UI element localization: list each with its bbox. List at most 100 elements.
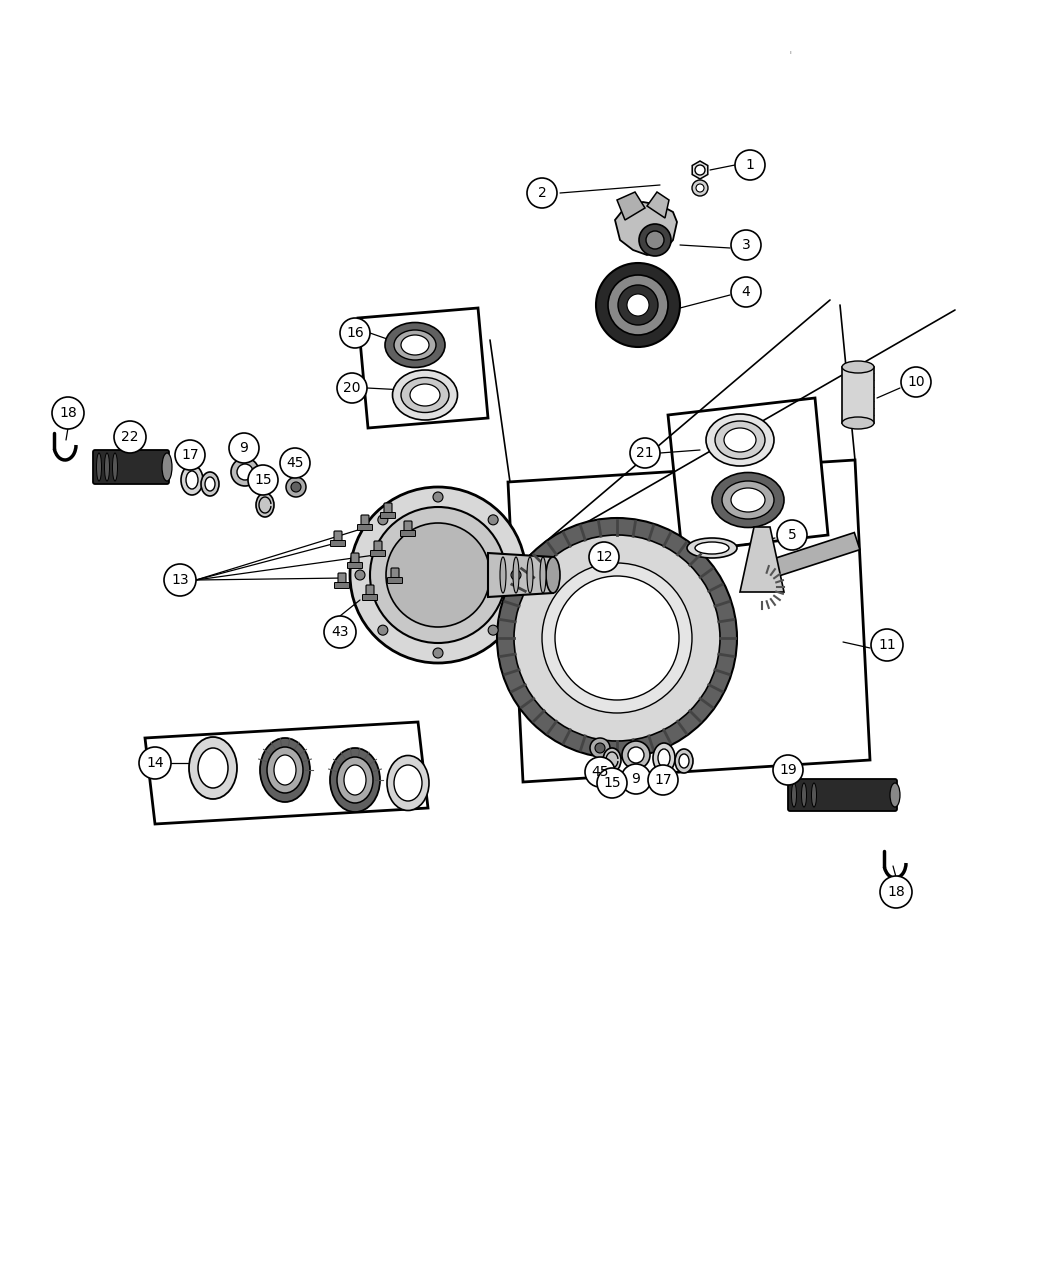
Ellipse shape bbox=[256, 493, 274, 516]
Ellipse shape bbox=[401, 335, 429, 354]
Ellipse shape bbox=[393, 370, 458, 419]
Ellipse shape bbox=[722, 481, 774, 519]
FancyArrow shape bbox=[759, 533, 860, 580]
FancyBboxPatch shape bbox=[338, 572, 347, 586]
Circle shape bbox=[324, 616, 356, 648]
Circle shape bbox=[291, 482, 301, 492]
Circle shape bbox=[627, 295, 649, 316]
FancyBboxPatch shape bbox=[404, 521, 412, 536]
Text: 45: 45 bbox=[287, 456, 303, 470]
Polygon shape bbox=[668, 398, 828, 552]
Polygon shape bbox=[488, 553, 553, 597]
Ellipse shape bbox=[500, 557, 506, 593]
FancyBboxPatch shape bbox=[391, 567, 399, 581]
FancyBboxPatch shape bbox=[335, 583, 350, 589]
Ellipse shape bbox=[842, 417, 874, 428]
Text: 15: 15 bbox=[254, 473, 272, 487]
Circle shape bbox=[511, 570, 521, 580]
Polygon shape bbox=[842, 367, 874, 423]
Circle shape bbox=[731, 277, 761, 307]
Ellipse shape bbox=[842, 361, 874, 374]
Circle shape bbox=[630, 439, 660, 468]
Ellipse shape bbox=[162, 453, 172, 481]
Text: 19: 19 bbox=[779, 762, 797, 776]
FancyBboxPatch shape bbox=[351, 553, 359, 567]
Text: 1: 1 bbox=[746, 158, 755, 172]
Polygon shape bbox=[692, 161, 708, 179]
FancyBboxPatch shape bbox=[380, 513, 396, 519]
Text: 3: 3 bbox=[741, 238, 751, 252]
FancyBboxPatch shape bbox=[331, 541, 345, 547]
Circle shape bbox=[555, 576, 679, 700]
Circle shape bbox=[777, 520, 807, 550]
Circle shape bbox=[114, 421, 146, 453]
Circle shape bbox=[648, 765, 678, 796]
Circle shape bbox=[370, 507, 506, 643]
Polygon shape bbox=[145, 722, 428, 824]
Circle shape bbox=[52, 397, 84, 428]
Circle shape bbox=[248, 465, 278, 495]
FancyBboxPatch shape bbox=[334, 530, 342, 544]
Ellipse shape bbox=[330, 748, 380, 812]
Text: 11: 11 bbox=[878, 638, 896, 652]
Text: 45: 45 bbox=[591, 765, 609, 779]
Circle shape bbox=[692, 180, 708, 196]
Ellipse shape bbox=[201, 472, 219, 496]
Circle shape bbox=[280, 448, 310, 478]
FancyBboxPatch shape bbox=[362, 594, 378, 601]
FancyBboxPatch shape bbox=[93, 450, 169, 484]
Circle shape bbox=[608, 275, 668, 335]
Ellipse shape bbox=[653, 743, 675, 773]
Circle shape bbox=[433, 492, 443, 502]
Circle shape bbox=[350, 487, 526, 663]
Ellipse shape bbox=[675, 748, 693, 773]
Text: 17: 17 bbox=[654, 773, 672, 787]
Ellipse shape bbox=[205, 477, 215, 491]
FancyBboxPatch shape bbox=[366, 585, 374, 599]
Circle shape bbox=[164, 564, 196, 595]
Circle shape bbox=[695, 164, 705, 175]
Circle shape bbox=[639, 224, 671, 256]
Circle shape bbox=[901, 367, 931, 397]
Ellipse shape bbox=[274, 755, 296, 785]
Circle shape bbox=[488, 625, 498, 635]
Text: 9: 9 bbox=[631, 771, 640, 785]
Ellipse shape bbox=[181, 465, 203, 495]
Ellipse shape bbox=[189, 737, 237, 799]
Circle shape bbox=[621, 764, 651, 794]
FancyBboxPatch shape bbox=[788, 779, 897, 811]
Text: 17: 17 bbox=[182, 448, 198, 462]
Circle shape bbox=[597, 768, 627, 798]
FancyBboxPatch shape bbox=[357, 524, 373, 530]
Ellipse shape bbox=[658, 748, 670, 768]
Ellipse shape bbox=[513, 557, 519, 593]
Ellipse shape bbox=[801, 783, 806, 807]
Ellipse shape bbox=[401, 377, 449, 413]
FancyBboxPatch shape bbox=[400, 530, 416, 537]
Circle shape bbox=[696, 184, 704, 193]
FancyBboxPatch shape bbox=[361, 515, 369, 529]
Circle shape bbox=[286, 477, 306, 497]
Circle shape bbox=[596, 263, 680, 347]
Text: 20: 20 bbox=[343, 381, 361, 395]
Circle shape bbox=[237, 464, 253, 479]
Circle shape bbox=[340, 317, 370, 348]
Circle shape bbox=[880, 876, 912, 908]
Circle shape bbox=[590, 738, 610, 759]
Ellipse shape bbox=[687, 538, 737, 558]
Text: 10: 10 bbox=[907, 375, 925, 389]
Circle shape bbox=[488, 515, 498, 525]
Circle shape bbox=[527, 179, 556, 208]
Polygon shape bbox=[740, 527, 784, 592]
Polygon shape bbox=[617, 193, 645, 221]
Circle shape bbox=[355, 570, 365, 580]
Circle shape bbox=[595, 743, 605, 754]
FancyBboxPatch shape bbox=[384, 504, 392, 516]
Polygon shape bbox=[508, 460, 870, 782]
Circle shape bbox=[542, 564, 692, 713]
Ellipse shape bbox=[394, 765, 422, 801]
Text: 9: 9 bbox=[239, 441, 249, 455]
Ellipse shape bbox=[344, 765, 366, 796]
Ellipse shape bbox=[267, 747, 303, 793]
Ellipse shape bbox=[112, 453, 118, 481]
